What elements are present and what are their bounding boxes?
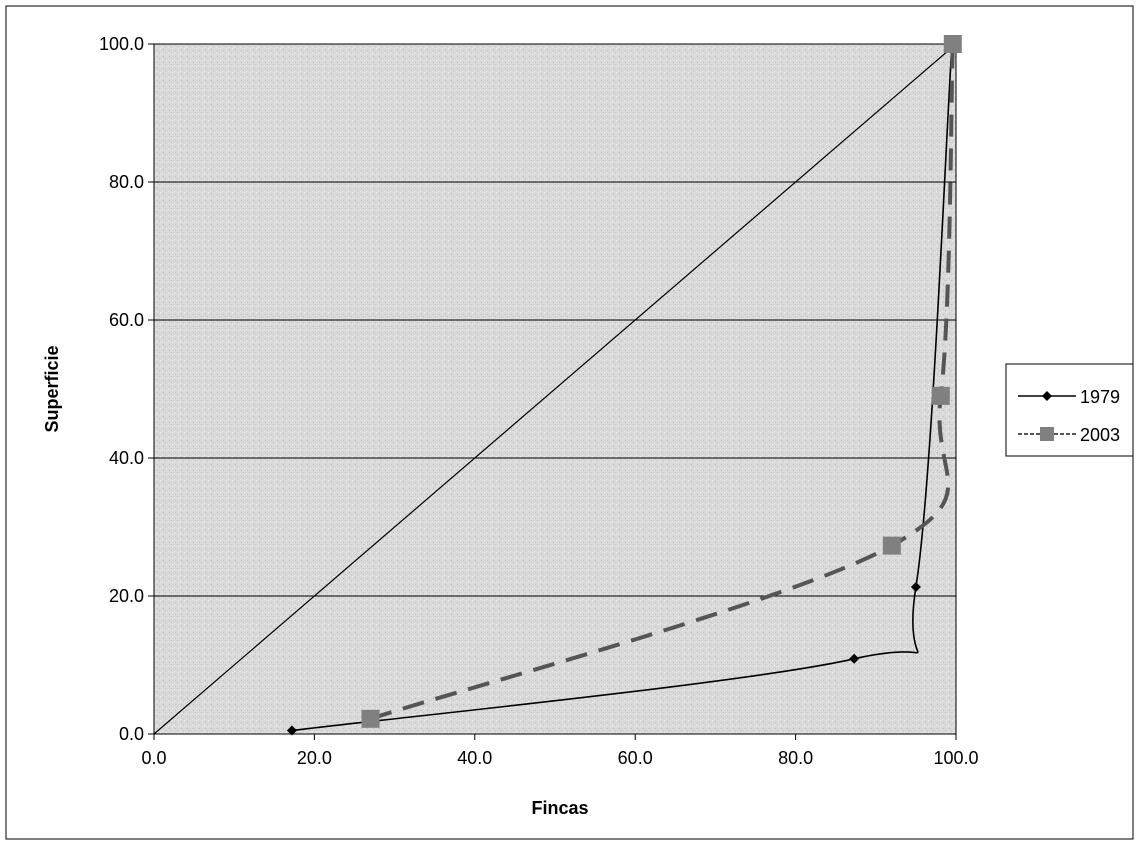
y-axis-title: Superficie xyxy=(42,345,62,432)
y-tick-label-2: 40.0 xyxy=(109,448,144,468)
x-tick-label-3: 60.0 xyxy=(618,748,653,768)
series-line-2003 xyxy=(369,43,955,721)
legend-label-2003: 2003 xyxy=(1080,425,1120,445)
y-tick-label-3: 60.0 xyxy=(109,310,144,330)
y-tick-label-1: 20.0 xyxy=(109,586,144,606)
reference-line xyxy=(153,43,957,735)
x-tick-label-5: 100.0 xyxy=(933,748,978,768)
x-axis-title: Fincas xyxy=(531,798,588,818)
point-2003-2 xyxy=(931,386,950,405)
x-tick-label-1: 20.0 xyxy=(297,748,332,768)
y-tick-label-4: 80.0 xyxy=(109,172,144,192)
point-2003-3 xyxy=(943,35,962,53)
y-tick-label-5: 100.0 xyxy=(99,34,144,54)
legend: 1979 2003 xyxy=(1005,363,1134,457)
x-tick-label-2: 40.0 xyxy=(457,748,492,768)
x-tick-label-4: 80.0 xyxy=(778,748,813,768)
point-1979-2 xyxy=(910,582,921,593)
legend-box xyxy=(1005,363,1134,457)
series-line-1979 xyxy=(291,43,953,732)
legend-label-1979: 1979 xyxy=(1080,387,1120,407)
equality-line xyxy=(153,43,957,735)
legend-marker-1979 xyxy=(1042,391,1052,401)
y-tick-label-0: 0.0 xyxy=(119,724,144,744)
point-1979-0 xyxy=(286,725,297,736)
point-2003-0 xyxy=(361,709,380,728)
grid-lines xyxy=(154,181,956,597)
series-layer xyxy=(286,35,962,736)
x-tick-labels: 0.0 20.0 40.0 60.0 80.0 100.0 xyxy=(141,734,979,768)
y-tick-labels: 0.0 20.0 40.0 60.0 80.0 100.0 xyxy=(99,34,154,744)
point-2003-1 xyxy=(882,536,901,555)
point-1979-1 xyxy=(849,653,860,664)
x-tick-label-0: 0.0 xyxy=(141,748,166,768)
legend-marker-2003 xyxy=(1040,427,1054,441)
